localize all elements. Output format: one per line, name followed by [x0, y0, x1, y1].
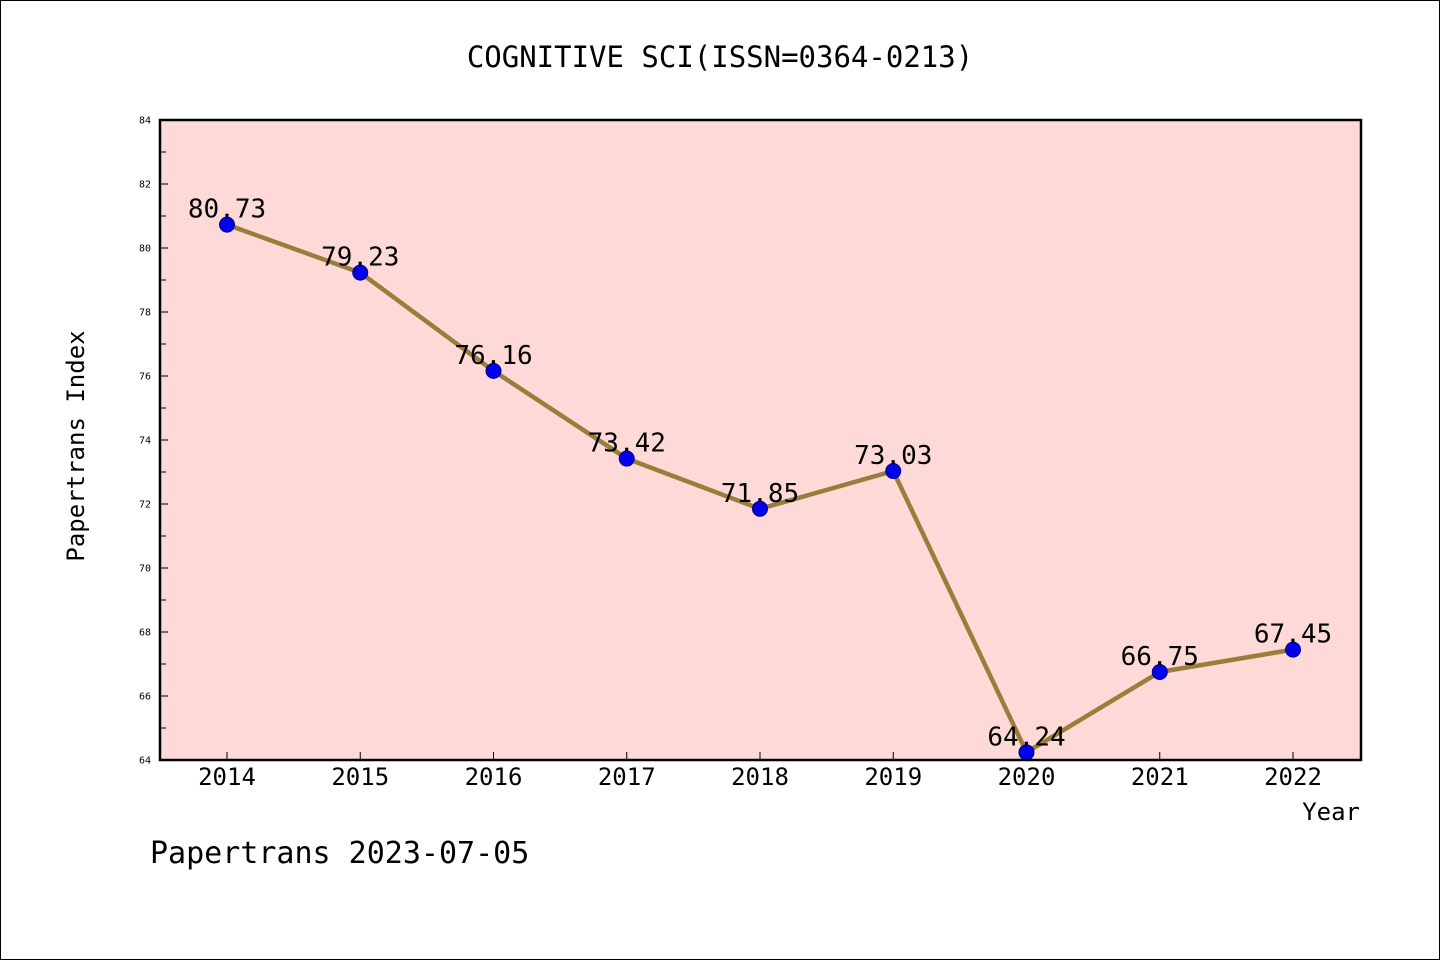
x-tick-label: 2018 — [731, 763, 789, 791]
x-tick-label: 2014 — [198, 763, 256, 791]
y-tick-label: 64 — [139, 756, 151, 767]
x-tick-label: 2015 — [331, 763, 389, 791]
data-point-marker — [1285, 641, 1301, 658]
y-tick-label: 82 — [139, 180, 151, 191]
y-tick-label: 78 — [139, 308, 151, 319]
markers-layer — [219, 216, 1301, 761]
data-point-marker — [485, 362, 502, 379]
y-axis-label: Papertrans Index — [62, 330, 90, 561]
x-axis: 2014 2015 2016 2017 2018 2019 2020 2021 2022 — [198, 752, 1322, 791]
data-label: 73.42 — [588, 429, 666, 459]
data-point-marker — [618, 450, 635, 467]
data-label: 80.73 — [188, 195, 266, 225]
data-label: 71.85 — [721, 479, 799, 509]
data-point-marker — [352, 264, 369, 281]
y-tick-label: 70 — [139, 564, 151, 575]
y-tick-label: 76 — [139, 372, 151, 383]
y-tick-label: 84 — [139, 116, 151, 127]
data-point-marker — [752, 500, 768, 517]
x-tick-label: 2021 — [1131, 763, 1189, 791]
data-labels-layer: 80.73 79.23 76.16 73.42 71.85 73.03 64.24 66.75… — [188, 195, 1332, 753]
data-label: 73.03 — [854, 441, 932, 471]
y-tick-label: 72 — [139, 500, 151, 511]
y-tick-label: 68 — [139, 628, 151, 639]
data-label: 79.23 — [321, 243, 399, 273]
x-tick-label: 2020 — [998, 763, 1056, 791]
y-tick-label: 74 — [139, 436, 151, 447]
data-label: 67.45 — [1254, 620, 1332, 650]
data-point-marker — [219, 216, 235, 233]
chart-title: COGNITIVE SCI(ISSN=0364-0213) — [467, 40, 973, 74]
x-axis-label: Year — [1302, 798, 1360, 826]
x-tick-label: 2019 — [864, 763, 922, 791]
x-tick-label: 2016 — [465, 763, 523, 791]
data-point-marker — [885, 463, 902, 480]
plot-area — [160, 120, 1361, 760]
data-point-marker — [1151, 664, 1168, 680]
data-label: 64.24 — [987, 722, 1065, 752]
x-tick-label: 2017 — [598, 763, 656, 791]
plot-border — [158, 118, 1363, 762]
x-tick-label: 2022 — [1264, 763, 1322, 791]
footer-label: Papertrans 2023-07-05 — [150, 836, 529, 871]
y-tick-label: 66 — [139, 692, 151, 703]
y-tick-label: 80 — [139, 244, 151, 255]
data-label: 76.16 — [454, 341, 532, 371]
data-label: 66.75 — [1121, 642, 1199, 672]
